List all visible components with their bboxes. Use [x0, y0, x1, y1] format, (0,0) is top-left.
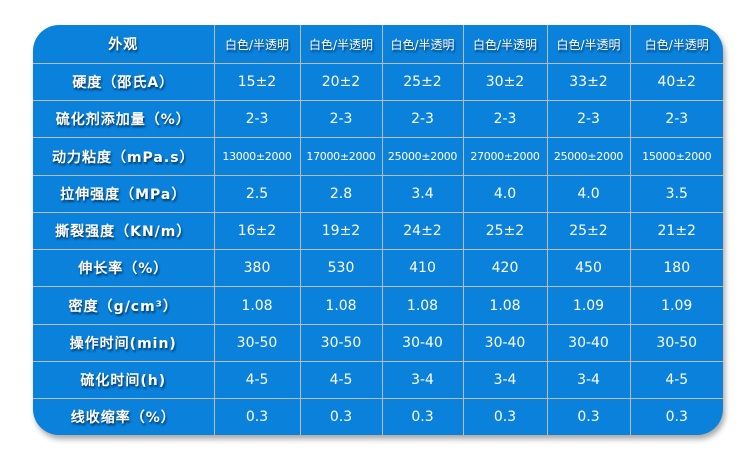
table-cell: 17000±2000: [299, 137, 383, 176]
table-cell: 30-50: [629, 323, 723, 362]
table-cell: 2-3: [299, 100, 383, 139]
table-cell: 15±2: [213, 62, 301, 102]
table-cell: 530: [299, 249, 383, 288]
row-label: 硬度（邵氏A）: [33, 62, 215, 102]
table-cell: 1.09: [546, 286, 631, 325]
table-cell: 2-3: [213, 100, 301, 139]
table-cell: 16±2: [213, 211, 301, 251]
table-cell: 0.3: [546, 398, 631, 435]
row-label: 硫化时间(h): [33, 360, 215, 400]
table-cell: 180: [629, 249, 723, 288]
table-cell: 1.08: [381, 286, 464, 325]
table-row: 硬度（邵氏A） 15±2 20±2 25±2 30±2 33±2 40±2: [33, 62, 723, 102]
table-cell: 2-3: [462, 100, 548, 139]
table-cell: 25±2: [381, 62, 464, 102]
table-cell: 27000±2000: [462, 137, 548, 176]
table-row: 操作时间(min) 30-50 30-50 30-40 30-40 30-40 30-50: [33, 323, 723, 362]
table-cell: 2.8: [299, 174, 383, 213]
table-cell: 0.3: [629, 398, 723, 435]
table-cell: 380: [213, 249, 301, 288]
table-cell: 4.0: [546, 174, 631, 213]
table-cell: 3-4: [546, 360, 631, 400]
table-cell: 30-50: [299, 323, 383, 362]
table-row: 线收缩率（%） 0.3 0.3 0.3 0.3 0.3 0.3: [33, 398, 723, 435]
table-cell: 1.08: [462, 286, 548, 325]
table-row: 密度（g/cm³） 1.08 1.08 1.08 1.08 1.09 1.09: [33, 286, 723, 325]
table-cell: 4-5: [213, 360, 301, 400]
table-cell: 25000±2000: [546, 137, 631, 176]
table-cell: 30-40: [381, 323, 464, 362]
table-cell: 1.08: [213, 286, 301, 325]
table-cell: 白色/半透明: [546, 25, 631, 64]
table-cell: 40±2: [629, 62, 723, 102]
table-cell: 白色/半透明: [629, 25, 723, 64]
table-cell: 30-40: [462, 323, 548, 362]
table-cell: 0.3: [299, 398, 383, 435]
table-row: 硫化时间(h) 4-5 4-5 3-4 3-4 3-4 4-5: [33, 360, 723, 400]
table-cell: 25000±2000: [381, 137, 464, 176]
table-cell: 30-40: [546, 323, 631, 362]
table-cell: 4.0: [462, 174, 548, 213]
table-cell: 0.3: [213, 398, 301, 435]
table-cell: 1.08: [299, 286, 383, 325]
row-label: 动力粘度（mPa.s）: [33, 137, 215, 176]
table-cell: 2.5: [213, 174, 301, 213]
table-cell: 白色/半透明: [299, 25, 383, 64]
table-cell: 13000±2000: [213, 137, 301, 176]
table-cell: 3.5: [629, 174, 723, 213]
table-cell: 2-3: [546, 100, 631, 139]
row-label: 拉伸强度（MPa）: [33, 174, 215, 213]
table-cell: 4-5: [299, 360, 383, 400]
table-cell: 0.3: [381, 398, 464, 435]
table-cell: 2-3: [381, 100, 464, 139]
header-row: 外观 白色/半透明 白色/半透明 白色/半透明 白色/半透明 白色/半透明 白色/半透明: [33, 25, 723, 64]
table-cell: 15000±2000: [629, 137, 723, 176]
table-cell: 1.09: [629, 286, 723, 325]
table-cell: 420: [462, 249, 548, 288]
row-label: 硫化剂添加量（%）: [33, 100, 215, 139]
table-row: 拉伸强度（MPa） 2.5 2.8 3.4 4.0 4.0 3.5: [33, 174, 723, 213]
row-label: 线收缩率（%）: [33, 398, 215, 435]
table-cell: 30±2: [462, 62, 548, 102]
table-cell: 25±2: [462, 211, 548, 251]
table-cell: 24±2: [381, 211, 464, 251]
table-cell: 白色/半透明: [213, 25, 301, 64]
table-cell: 白色/半透明: [381, 25, 464, 64]
table-cell: 33±2: [546, 62, 631, 102]
table-cell: 30-50: [213, 323, 301, 362]
spec-table-card: 外观 白色/半透明 白色/半透明 白色/半透明 白色/半透明 白色/半透明 白色/半透明 硬度…: [33, 25, 723, 435]
row-label: 密度（g/cm³）: [33, 286, 215, 325]
table-cell: 25±2: [546, 211, 631, 251]
table-cell: 20±2: [299, 62, 383, 102]
table-row: 伸长率（%） 380 530 410 420 450 180: [33, 249, 723, 288]
row-label: 操作时间(min): [33, 323, 215, 362]
table-row: 动力粘度（mPa.s） 13000±2000 17000±2000 25000±200…: [33, 137, 723, 176]
spec-table: 外观 白色/半透明 白色/半透明 白色/半透明 白色/半透明 白色/半透明 白色/半透明 硬度…: [33, 25, 723, 435]
table-cell: 4-5: [629, 360, 723, 400]
table-row: 硫化剂添加量（%） 2-3 2-3 2-3 2-3 2-3 2-3: [33, 100, 723, 139]
table-cell: 21±2: [629, 211, 723, 251]
table-cell: 白色/半透明: [462, 25, 548, 64]
table-cell: 410: [381, 249, 464, 288]
table-cell: 0.3: [462, 398, 548, 435]
table-cell: 3-4: [462, 360, 548, 400]
row-label: 撕裂强度（KN/m）: [33, 211, 215, 251]
table-cell: 19±2: [299, 211, 383, 251]
table-row: 撕裂强度（KN/m） 16±2 19±2 24±2 25±2 25±2 21±2: [33, 211, 723, 251]
table-cell: 3-4: [381, 360, 464, 400]
row-label: 伸长率（%）: [33, 249, 215, 288]
table-cell: 3.4: [381, 174, 464, 213]
row-label: 外观: [33, 25, 215, 64]
table-cell: 450: [546, 249, 631, 288]
table-cell: 2-3: [629, 100, 723, 139]
